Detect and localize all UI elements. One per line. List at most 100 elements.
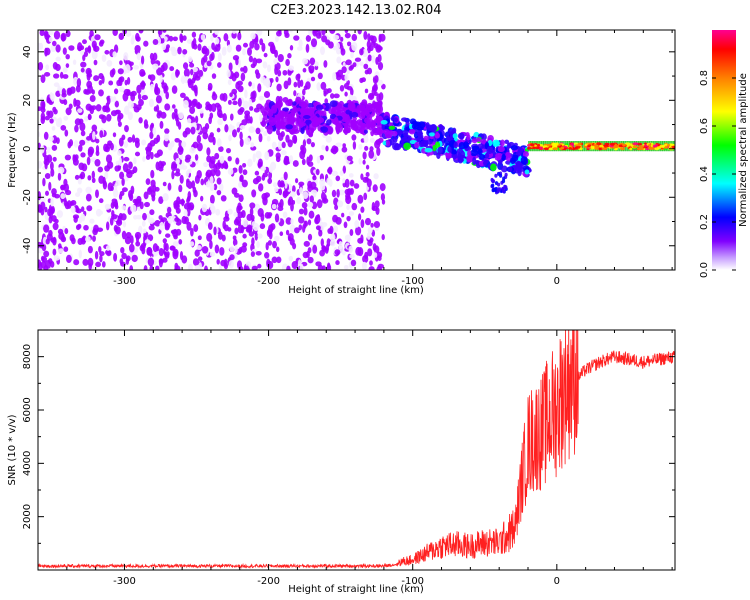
heatmap-cell xyxy=(200,57,205,66)
heatmap-cell xyxy=(247,158,253,168)
heatmap-cell xyxy=(64,154,72,161)
heatmap-cell xyxy=(248,126,255,133)
heatmap-cell xyxy=(587,144,591,148)
heatmap-cell xyxy=(294,178,299,184)
y-tick-label: 4000 xyxy=(22,451,33,476)
heatmap-cell xyxy=(321,222,328,227)
heatmap-cell xyxy=(194,154,199,161)
heatmap-cell xyxy=(171,214,175,221)
heatmap-cell xyxy=(372,184,378,193)
heatmap-cell xyxy=(62,47,67,55)
heatmap-cell xyxy=(240,67,244,72)
heatmap-cell xyxy=(88,263,92,270)
heatmap-cell xyxy=(63,178,68,187)
heatmap-cell xyxy=(363,129,368,134)
heatmap-cell xyxy=(277,140,283,150)
heatmap-cell xyxy=(178,184,183,193)
heatmap-cell xyxy=(226,44,232,53)
heatmap-cell xyxy=(266,135,271,142)
heatmap-cell xyxy=(98,198,104,204)
heatmap-cell xyxy=(63,246,69,252)
heatmap-cell xyxy=(104,203,111,210)
heatmap-cell xyxy=(234,227,239,235)
heatmap-cell xyxy=(57,243,62,249)
heatmap-cell xyxy=(279,231,284,236)
heatmap-cell xyxy=(94,159,101,167)
heatmap-cell xyxy=(98,89,104,97)
heatmap-cell xyxy=(62,67,68,74)
heatmap-cell xyxy=(298,118,305,128)
heatmap-cell xyxy=(546,143,552,147)
heatmap-cell xyxy=(98,114,105,120)
heatmap-cell xyxy=(91,177,96,183)
heatmap-cell xyxy=(199,109,204,114)
heatmap-cell xyxy=(143,191,149,200)
heatmap-cell xyxy=(264,192,271,198)
heatmap-cell xyxy=(260,76,266,84)
snr-frame xyxy=(37,329,676,571)
heatmap-cell xyxy=(167,206,172,214)
heatmap-cell xyxy=(86,156,91,166)
heatmap-cell xyxy=(248,98,253,108)
heatmap-cell xyxy=(267,240,273,246)
heatmap-cell xyxy=(315,225,321,231)
heatmap-cell xyxy=(155,265,160,270)
heatmap-cell xyxy=(124,236,132,245)
heatmap-cell xyxy=(487,146,493,153)
heatmap-cell xyxy=(348,173,354,178)
heatmap-cell xyxy=(58,166,65,174)
heatmap-cell xyxy=(38,121,41,131)
y-tick-label: -40 xyxy=(22,238,33,254)
heatmap-cell xyxy=(368,266,375,270)
heatmap-cell xyxy=(207,82,213,91)
heatmap-cell xyxy=(97,166,104,173)
heatmap-cell xyxy=(334,204,339,211)
x-tick-label: 0 xyxy=(554,276,560,287)
heatmap-cell xyxy=(301,158,306,166)
heatmap-cell xyxy=(75,192,81,197)
heatmap-cell xyxy=(251,265,258,270)
heatmap-cell xyxy=(312,244,318,254)
heatmap-cell xyxy=(140,80,146,88)
heatmap-cell xyxy=(80,130,86,137)
heatmap-cell xyxy=(504,172,508,177)
x-tick-label: -200 xyxy=(257,576,280,587)
y-tick-label: 8000 xyxy=(22,344,33,369)
heatmap-cell xyxy=(358,158,362,165)
heatmap-cell xyxy=(138,117,143,124)
heatmap-cell xyxy=(632,145,638,149)
heatmap-cell xyxy=(362,159,366,165)
heatmap-cell xyxy=(142,212,147,221)
heatmap-cell xyxy=(150,151,154,160)
x-tick-label: -200 xyxy=(257,276,280,287)
heatmap-cell xyxy=(123,52,129,61)
heatmap-cell xyxy=(307,201,314,208)
heatmap-cell xyxy=(95,261,102,268)
heatmap-cell xyxy=(209,240,213,250)
heatmap-cell xyxy=(98,41,104,47)
heatmap-cell xyxy=(287,198,292,206)
heatmap-cell xyxy=(273,58,278,65)
heatmap-cell xyxy=(326,264,332,270)
heatmap-cell xyxy=(274,66,278,76)
heatmap-cell xyxy=(209,175,214,185)
heatmap-cell xyxy=(149,74,156,82)
heatmap-cell xyxy=(123,141,129,148)
heatmap-cell xyxy=(355,226,362,236)
heatmap-cell xyxy=(228,134,232,142)
heatmap-cell xyxy=(242,169,248,176)
heatmap-cell xyxy=(659,144,666,148)
heatmap-cell xyxy=(236,127,241,133)
heatmap-cell xyxy=(305,43,310,53)
heatmap-cell xyxy=(257,263,262,269)
heatmap-cell xyxy=(310,38,318,48)
heatmap-cell xyxy=(164,128,170,134)
heatmap-cell xyxy=(127,100,134,109)
heatmap-cell xyxy=(236,260,243,270)
heatmap-cell xyxy=(286,265,291,270)
heatmap-cell xyxy=(258,95,264,101)
heatmap-cell xyxy=(560,146,565,150)
heatmap-cell xyxy=(230,125,235,130)
heatmap-cell xyxy=(124,124,129,133)
heatmap-cell xyxy=(622,143,626,147)
